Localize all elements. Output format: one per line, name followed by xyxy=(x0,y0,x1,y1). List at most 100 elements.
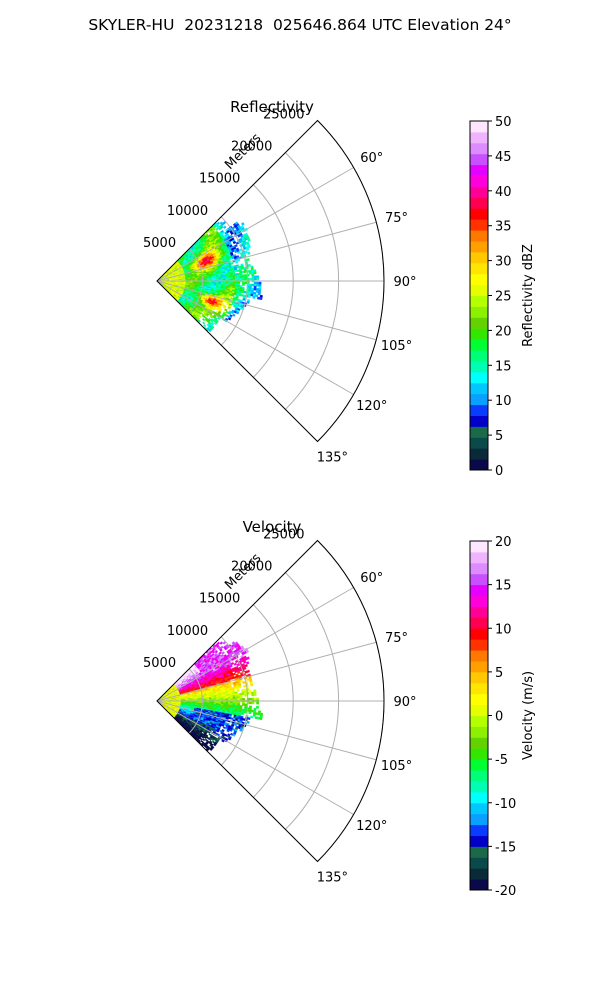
reflectivity-colorbar-tick-label-7: 30 xyxy=(495,255,512,270)
velocity-colorbar-bin-5 xyxy=(470,835,488,847)
reflectivity-colorbar-bin-18 xyxy=(470,273,488,286)
velocity-colorbar-tick-label-3: -10 xyxy=(495,797,516,812)
reflectivity-colorbar-tick-label-4: 15 xyxy=(495,359,512,374)
reflectivity-range-label-1: 5000 xyxy=(143,236,176,251)
reflectivity-azimuth-gridline-2 xyxy=(156,221,377,282)
velocity-colorbar-bin-32 xyxy=(470,541,488,553)
velocity-title: Velocity xyxy=(243,518,302,536)
reflectivity-colorbar-bin-30 xyxy=(470,142,488,155)
velocity-colorbar-bin-1 xyxy=(470,879,488,891)
reflectivity-colorbar-bin-19 xyxy=(470,262,488,275)
velocity-colorbar-bin-30 xyxy=(470,562,488,575)
velocity-colorbar-tick-label-7: 10 xyxy=(495,622,512,637)
reflectivity-title: Reflectivity xyxy=(230,98,314,116)
velocity-colorbar-bin-7 xyxy=(470,813,488,826)
velocity-colorbar-bin-12 xyxy=(470,759,488,771)
reflectivity-colorbar-tick-label-1: 0 xyxy=(495,464,503,479)
figure-title: SKYLER-HU 20231218 025646.864 UTC Elevat… xyxy=(88,16,512,34)
velocity-colorbar-tick-label-2: -15 xyxy=(495,840,516,855)
reflectivity-colorbar-bin-31 xyxy=(470,131,488,144)
velocity-azimuth-label-5: 120° xyxy=(356,819,387,834)
reflectivity-colorbar-tick-label-10: 45 xyxy=(495,150,512,165)
reflectivity-azimuth-label-1: 60° xyxy=(360,151,383,166)
reflectivity-colorbar-bin-27 xyxy=(470,175,488,187)
velocity-colorbar-bin-21 xyxy=(470,660,488,673)
velocity-colorbar-tick-label-4: -5 xyxy=(495,753,508,768)
reflectivity-colorbar-bin-20 xyxy=(470,251,488,264)
reflectivity-colorbar-bin-25 xyxy=(470,197,488,209)
reflectivity-azimuth-gridline-4 xyxy=(156,280,377,341)
reflectivity-colorbar-tick-label-8: 35 xyxy=(495,220,512,235)
velocity-colorbar-bin-18 xyxy=(470,693,488,706)
velocity-colorbar-bin-15 xyxy=(470,726,488,738)
reflectivity-colorbar-bin-23 xyxy=(470,219,488,231)
velocity-colorbar-bin-8 xyxy=(470,802,488,815)
reflectivity-colorbar-bin-22 xyxy=(470,230,488,242)
reflectivity-colorbar-tick-label-5: 20 xyxy=(495,324,512,339)
reflectivity-colorbar-tick-label-2: 5 xyxy=(495,429,503,444)
velocity-colorbar-bin-17 xyxy=(470,704,488,716)
reflectivity-panel: Reflectivity500010000150002000025000Mete… xyxy=(143,98,536,479)
velocity-colorbar-bin-31 xyxy=(470,551,488,564)
velocity-colorbar-tick-label-9: 20 xyxy=(495,535,512,550)
velocity-azimuth-gridline-2 xyxy=(156,641,377,702)
velocity-azimuth-gridline-1 xyxy=(156,587,354,702)
velocity-colorbar-bin-19 xyxy=(470,682,488,695)
velocity-colorbar-bin-20 xyxy=(470,671,488,684)
reflectivity-colorbar-bin-28 xyxy=(470,164,488,177)
velocity-colorbar-bin-6 xyxy=(470,824,488,836)
velocity-colorbar-bin-14 xyxy=(470,737,488,749)
velocity-colorbar-bin-11 xyxy=(470,770,488,782)
velocity-azimuth-label-1: 60° xyxy=(360,571,383,586)
reflectivity-colorbar-bin-9 xyxy=(470,371,488,384)
reflectivity-sector-frame xyxy=(156,119,385,443)
reflectivity-colorbar-bin-26 xyxy=(470,186,488,198)
reflectivity-colorbar-bin-21 xyxy=(470,240,488,253)
reflectivity-range-label-4: 20000 xyxy=(231,140,272,155)
reflectivity-colorbar-bin-2 xyxy=(470,448,488,460)
reflectivity-colorbar-bin-14 xyxy=(470,317,488,329)
reflectivity-colorbar-bin-1 xyxy=(470,459,488,471)
reflectivity-azimuth-label-5: 120° xyxy=(356,399,387,414)
velocity-range-label-3: 15000 xyxy=(199,592,240,607)
reflectivity-colorbar-bin-24 xyxy=(470,208,488,220)
velocity-azimuth-label-6: 135° xyxy=(317,870,348,885)
reflectivity-colorbar: 0 5 10 15 20 25 30 35 40 45 50 Reflectivity dBZ xyxy=(469,115,536,479)
velocity-range-label-4: 20000 xyxy=(231,560,272,575)
velocity-colorbar-bin-26 xyxy=(470,606,488,618)
velocity-colorbar-tick-label-8: 15 xyxy=(495,579,512,594)
velocity-range-label-1: 5000 xyxy=(143,656,176,671)
velocity-azimuth-label-2: 75° xyxy=(385,631,408,646)
velocity-colorbar: -20 -15 -10 -5 0 5 10 15 20 Velocity (m/s) xyxy=(469,535,536,899)
reflectivity-colorbar-tick-label-11: 50 xyxy=(495,115,512,130)
reflectivity-colorbar-tick-label-3: 10 xyxy=(495,394,512,409)
reflectivity-colorbar-label: Reflectivity dBZ xyxy=(521,244,536,347)
velocity-colorbar-bin-2 xyxy=(470,868,488,880)
velocity-azimuth-label-3: 90° xyxy=(393,695,416,710)
reflectivity-range-label-5: 25000 xyxy=(263,107,304,122)
reflectivity-colorbar-bin-29 xyxy=(470,153,488,166)
velocity-colorbar-tick-label-5: 0 xyxy=(495,710,503,725)
velocity-colorbar-bin-24 xyxy=(470,628,488,640)
reflectivity-azimuth-label-6: 135° xyxy=(317,450,348,465)
reflectivity-colorbar-bin-32 xyxy=(470,121,488,133)
velocity-colorbar-bin-27 xyxy=(470,595,488,607)
velocity-colorbar-bin-10 xyxy=(470,780,488,793)
reflectivity-range-label-2: 10000 xyxy=(167,204,208,219)
velocity-sector-frame xyxy=(156,539,385,863)
velocity-colorbar-bin-28 xyxy=(470,584,488,597)
reflectivity-colorbar-tick-label-9: 40 xyxy=(495,185,512,200)
reflectivity-colorbar-bin-13 xyxy=(470,328,488,340)
reflectivity-colorbar-bin-5 xyxy=(470,415,488,427)
velocity-colorbar-tick-label-6: 5 xyxy=(495,666,503,681)
reflectivity-colorbar-bin-10 xyxy=(470,360,488,373)
reflectivity-azimuth-gridline-1 xyxy=(156,167,354,282)
reflectivity-colorbar-bin-6 xyxy=(470,404,488,416)
velocity-azimuth-label-4: 105° xyxy=(381,759,412,774)
reflectivity-colorbar-bin-16 xyxy=(470,295,488,307)
reflectivity-azimuth-label-3: 90° xyxy=(393,275,416,290)
reflectivity-colorbar-tick-label-6: 25 xyxy=(495,290,512,305)
reflectivity-colorbar-bin-7 xyxy=(470,393,488,406)
reflectivity-azimuth-gridline-5 xyxy=(156,280,354,395)
